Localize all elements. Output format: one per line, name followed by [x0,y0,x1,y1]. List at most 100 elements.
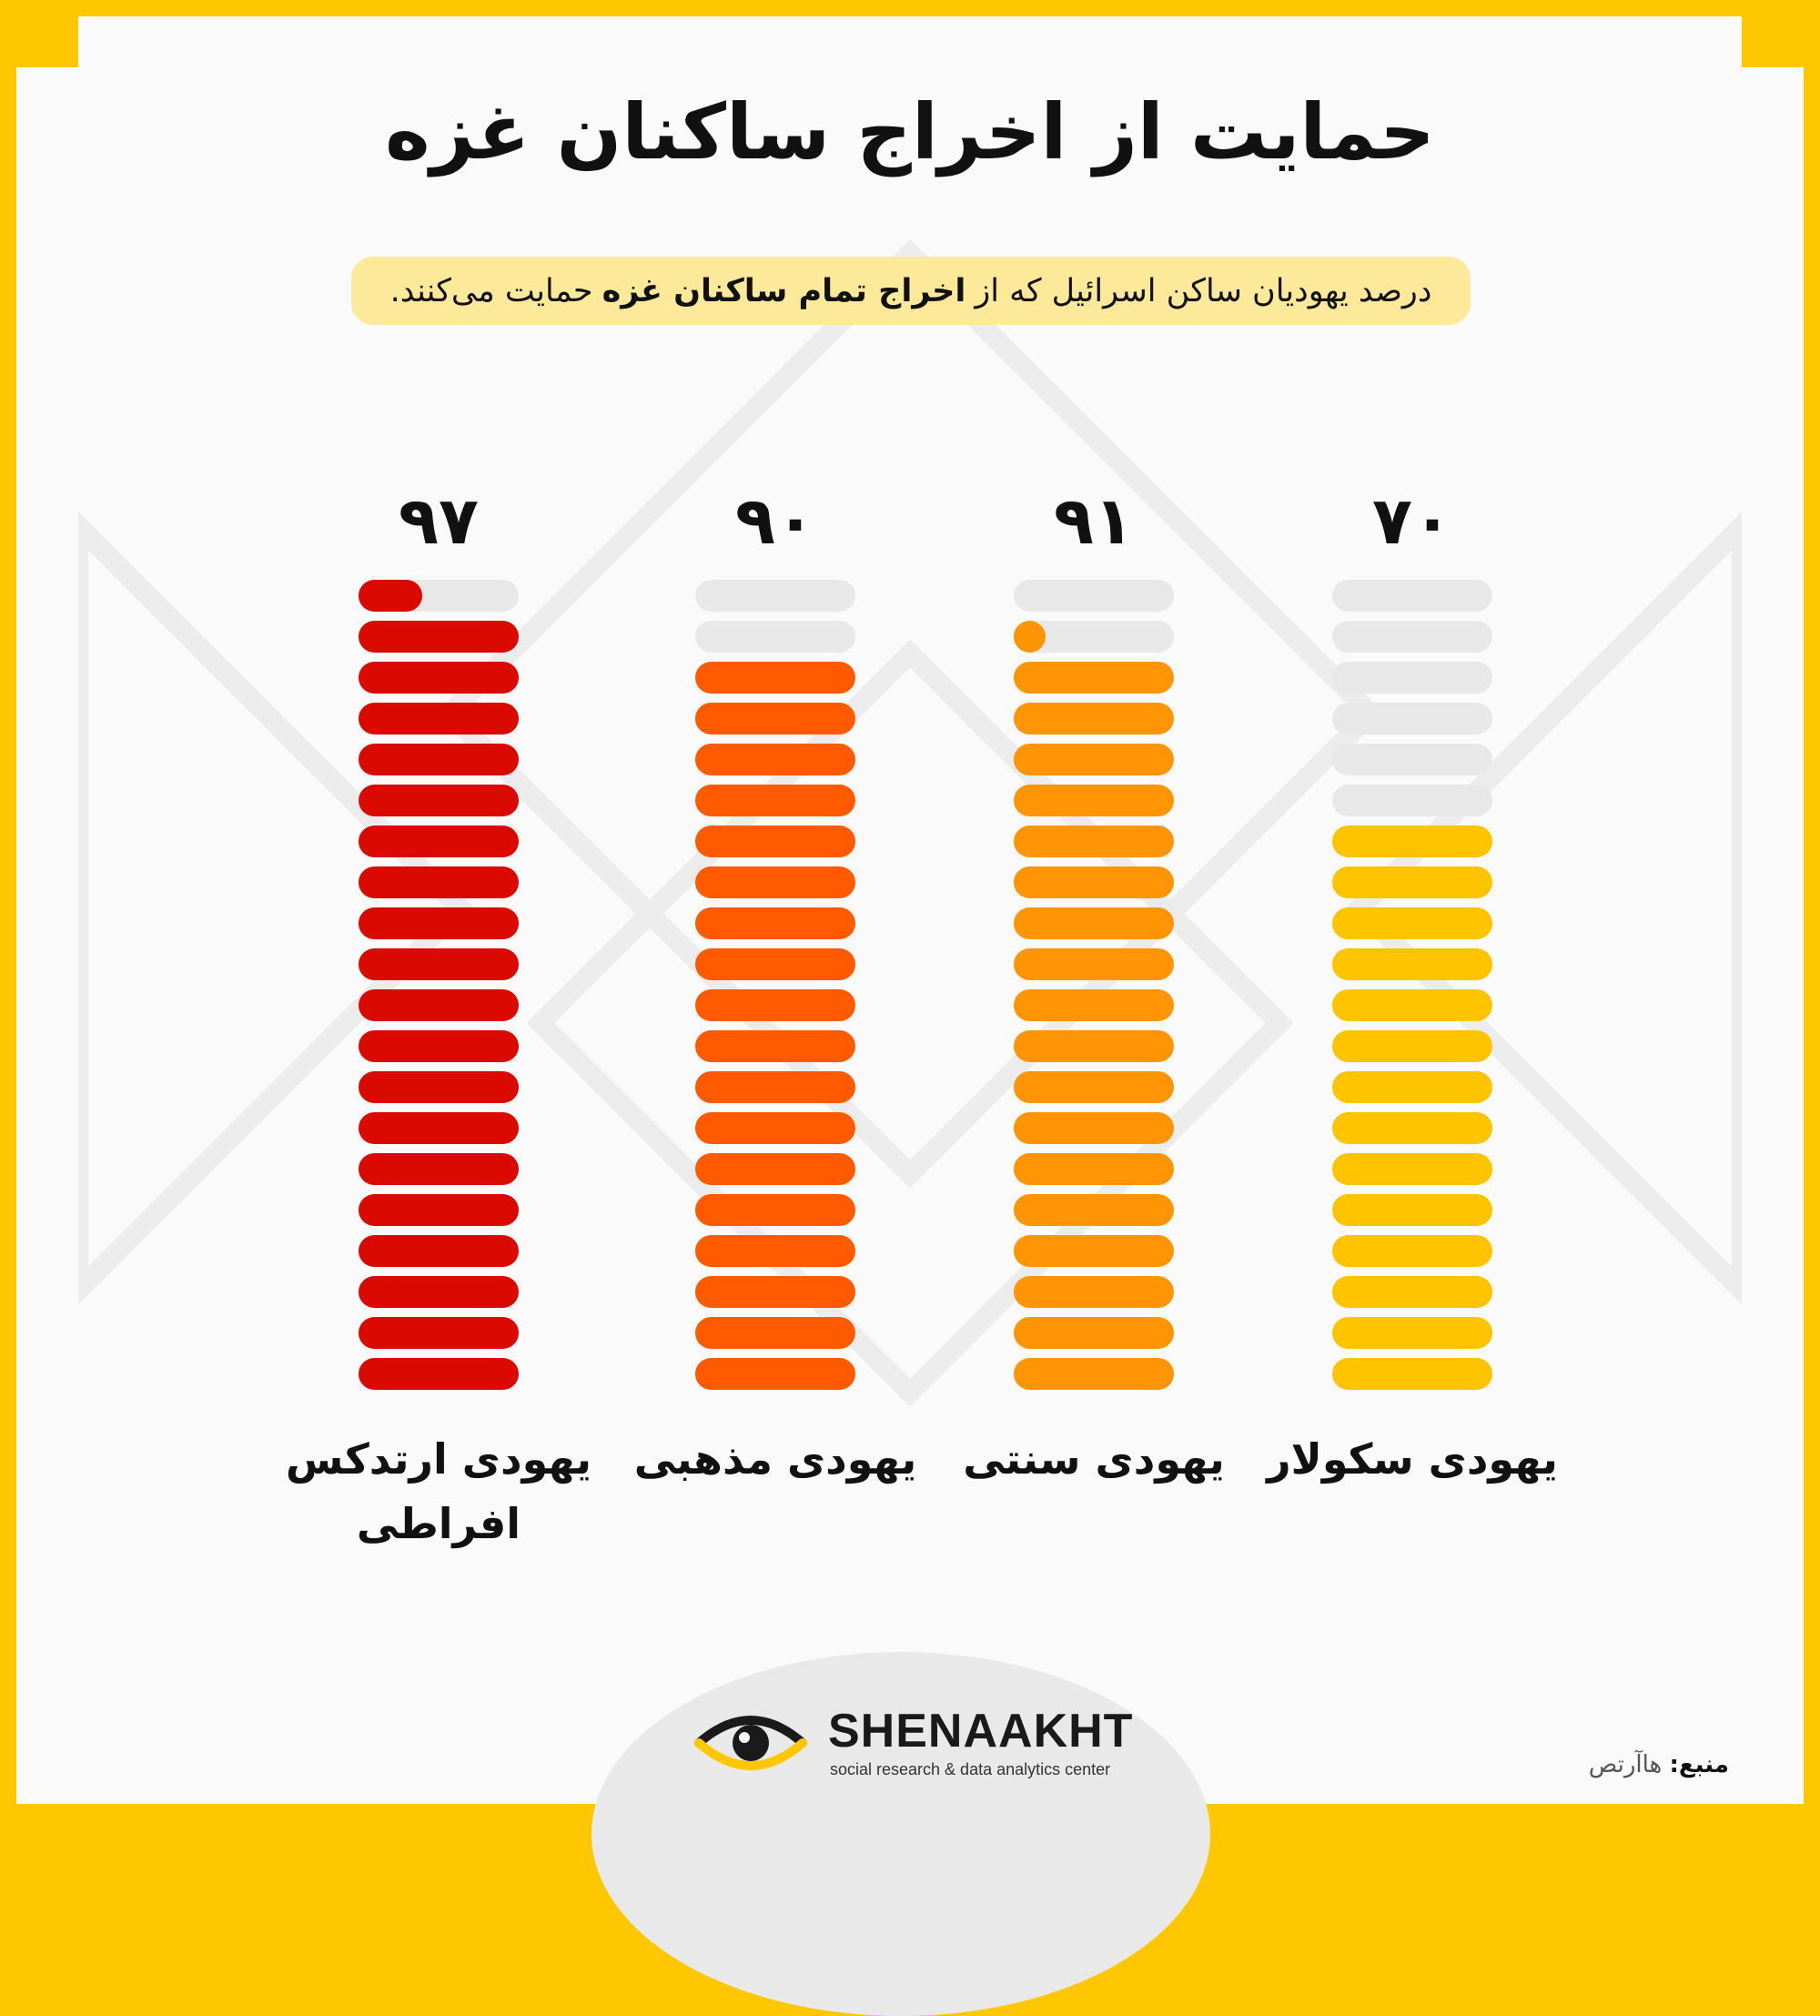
pill-track [1332,785,1492,816]
pill-fill [1332,948,1492,980]
category-label-line: یهودی ارتدکس [285,1434,592,1484]
pill-fill [359,1030,519,1062]
pill-fill [1332,907,1492,939]
pill-fill [1014,785,1174,816]
pill-fill [359,785,519,816]
subtitle-text-part1: درصد یهودیان ساکن اسرائیل که از [975,272,1432,309]
pill-fill [1332,1358,1492,1390]
category-label: یهودی ارتدکس افراطی [284,1427,593,1557]
pill-fill [695,1276,855,1308]
pill-fill [1014,1030,1174,1062]
pill-fill [1014,1194,1174,1226]
pill-fill [695,1153,855,1185]
pill-fill [359,1194,519,1226]
pill-fill [1332,1276,1492,1308]
source-value: هاآرتص [1588,1751,1663,1778]
pill-fill [695,1235,855,1267]
value-label: ۹۷ [399,482,479,559]
category-label-line: افراطی [356,1499,521,1549]
pill-fill [1332,1317,1492,1349]
pill-fill [1014,1358,1174,1390]
pill-fill [359,703,519,734]
pill-fill [1014,1071,1174,1103]
pill-fill [359,580,423,612]
pill-track [1332,744,1492,775]
pill-fill [359,1153,519,1185]
pill-fill [695,1071,855,1103]
pill-fill [1014,866,1174,898]
pill-fill [359,1317,519,1349]
pill-fill [1014,662,1174,694]
pill-track [1332,662,1492,694]
pill-fill [695,1112,855,1144]
pill-track [695,580,855,612]
pill-fill [695,1317,855,1349]
pill-fill [1014,1235,1174,1267]
pill-fill [1332,866,1492,898]
chart-subtitle: درصد یهودیان ساکن اسرائیل که از اخراج تم… [351,257,1471,325]
pill-fill [695,1194,855,1226]
pill-fill [1014,703,1174,734]
subtitle-text-part2: حمایت می‌کنند. [389,272,593,309]
source-label: منبع: [1669,1751,1729,1778]
pill-fill [359,662,519,694]
pill-fill [695,826,855,857]
chart-title: حمایت از اخراج ساکنان غزه [385,87,1435,177]
pill-track [1014,580,1174,612]
logo: SHENAAKHT social research & data analyti… [692,1702,1132,1784]
pill-fill [695,907,855,939]
pill-fill [1332,1030,1492,1062]
pill-fill [1014,621,1046,653]
pill-fill [359,744,519,775]
pill-fill [359,1071,519,1103]
pill-fill [695,785,855,816]
pill-fill [359,621,519,653]
pill-fill [1332,1153,1492,1185]
pill-fill [1014,1153,1174,1185]
pill-bar-chart: ۷۰ یهودی سکولار ۹۱ یهودی سنتی ۹۰ یهودی مذهبی ۹… [284,482,1567,1557]
pill-fill [695,703,855,734]
pill-fill [1014,948,1174,980]
pill-fill [359,1358,519,1390]
pill-fill [359,989,519,1021]
pill-fill [359,1276,519,1308]
pill-fill [1014,826,1174,857]
pill-fill [359,826,519,857]
pill-track [695,621,855,653]
value-label: ۹۰ [735,482,815,559]
pill-fill [695,989,855,1021]
pill-fill [359,1112,519,1144]
pill-fill [359,866,519,898]
pill-fill [1332,1112,1492,1144]
category-label-line: یهودی سکولار [1267,1434,1558,1484]
eye-icon [694,1716,807,1770]
category-label-line: یهودی سنتی [963,1434,1225,1484]
background-diamond-pattern [78,238,1742,1407]
pill-fill [695,744,855,775]
pill-fill [695,1358,855,1390]
pill-fill [1332,826,1492,857]
pill-fill [1014,1276,1174,1308]
pill-fill [695,948,855,980]
pill-fill [695,1030,855,1062]
pill-fill [359,1235,519,1267]
pill-fill [1014,907,1174,939]
pill-fill [1014,1317,1174,1349]
category-label: یهودی سکولار [1258,1427,1567,1492]
pill-fill [1014,989,1174,1021]
pill-fill [1332,989,1492,1021]
frame-inner-right [1742,67,1804,1804]
frame-inner-left [16,67,78,1804]
category-label-line: یهودی مذهبی [633,1434,917,1484]
pill-fill [695,662,855,694]
pill-fill [1332,1194,1492,1226]
source-note: منبع: هاآرتص [1589,1751,1729,1778]
pill-fill [695,866,855,898]
pill-fill [1014,1112,1174,1144]
pill-track [1332,621,1492,653]
value-label: ۷۰ [1372,482,1452,559]
pill-fill [1014,744,1174,775]
category-label: یهودی سنتی [939,1427,1249,1492]
pill-track [1332,703,1492,734]
pill-track [1332,580,1492,612]
